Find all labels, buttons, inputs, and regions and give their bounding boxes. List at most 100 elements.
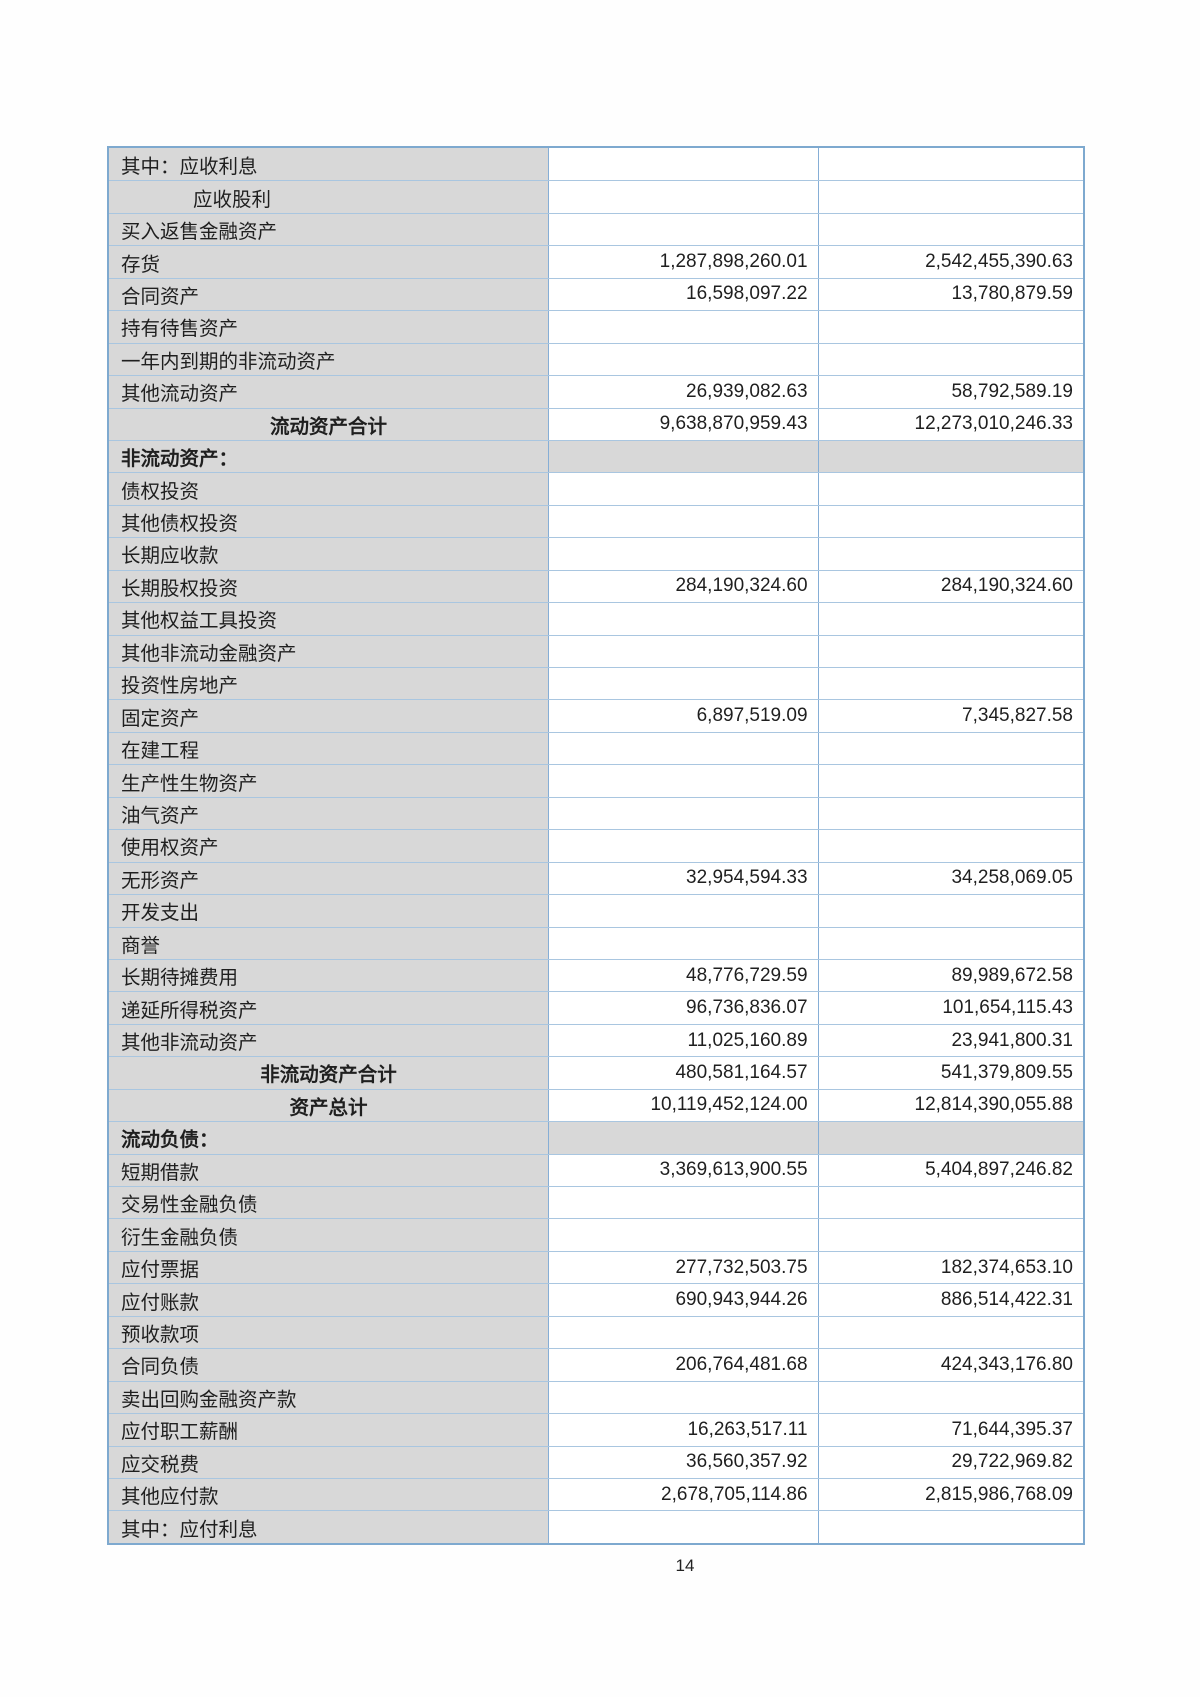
table-row: 衍生金融负债 <box>109 1218 1083 1251</box>
table-row: 生产性生物资产 <box>109 764 1083 797</box>
value-current-period: 206,764,481.68 <box>549 1349 819 1381</box>
balance-sheet-table: 其中：应收利息 应收股利 买入返售金融资产 存货 1,287,898,260.0… <box>107 146 1085 1545</box>
table-row: 存货 1,287,898,260.01 2,542,455,390.63 <box>109 245 1083 278</box>
row-label: 其中：应付利息 <box>109 1511 550 1543</box>
value-prior-period: 284,190,324.60 <box>818 570 1083 603</box>
row-label: 生产性生物资产 <box>109 765 550 797</box>
value-prior-period: 541,379,809.55 <box>818 1057 1083 1089</box>
value-current-period <box>549 1122 819 1154</box>
table-row: 其中：应付利息 <box>109 1510 1083 1543</box>
row-label: 流动资产合计 <box>109 408 550 440</box>
value-prior-period: 58,792,589.19 <box>818 376 1083 408</box>
value-current-period <box>549 473 819 505</box>
table-row: 长期应收款 <box>109 537 1083 570</box>
value-current-period <box>549 213 819 246</box>
value-current-period <box>549 927 819 959</box>
row-label: 开发支出 <box>109 895 550 927</box>
value-prior-period <box>818 148 1083 181</box>
value-prior-period <box>818 181 1083 213</box>
value-prior-period: 7,345,827.58 <box>818 700 1083 732</box>
table-row: 商誉 <box>109 926 1083 959</box>
row-label: 固定资产 <box>109 700 550 732</box>
value-current-period: 284,190,324.60 <box>549 570 819 603</box>
value-prior-period <box>818 635 1083 667</box>
row-label: 其他权益工具投资 <box>109 603 550 635</box>
row-label: 其他流动资产 <box>109 376 550 408</box>
value-prior-period: 424,343,176.80 <box>818 1349 1083 1381</box>
value-current-period: 32,954,594.33 <box>549 862 819 895</box>
value-prior-period: 23,941,800.31 <box>818 1024 1083 1057</box>
table-row: 流动资产合计 9,638,870,959.43 12,273,010,246.3… <box>109 407 1083 440</box>
row-label: 预收款项 <box>109 1316 550 1349</box>
value-current-period <box>549 1316 819 1349</box>
table-row: 其他债权投资 <box>109 504 1083 538</box>
table-row: 其他应付款 2,678,705,114.86 2,815,986,768.09 <box>109 1477 1083 1511</box>
page-number: 14 <box>675 1556 695 1575</box>
table-row: 其他流动资产 26,939,082.63 58,792,589.19 <box>109 375 1083 408</box>
row-label: 衍生金融负债 <box>109 1219 550 1251</box>
value-prior-period: 12,814,390,055.88 <box>818 1089 1083 1122</box>
row-label: 存货 <box>109 246 550 278</box>
value-prior-period <box>818 473 1083 505</box>
value-prior-period <box>818 1511 1083 1543</box>
value-current-period <box>549 668 819 700</box>
table-row: 其他非流动金融资产 <box>109 634 1083 667</box>
row-label: 非流动资产合计 <box>109 1057 550 1089</box>
value-current-period: 10,119,452,124.00 <box>549 1089 819 1122</box>
row-label: 流动负债： <box>109 1122 550 1154</box>
table-row: 投资性房地产 <box>109 667 1083 700</box>
row-label: 债权投资 <box>109 473 550 505</box>
row-label: 应付账款 <box>109 1284 550 1316</box>
row-label: 一年内到期的非流动资产 <box>109 343 550 376</box>
table-row: 非流动资产合计 480,581,164.57 541,379,809.55 <box>109 1056 1083 1089</box>
value-current-period: 6,897,519.09 <box>549 700 819 732</box>
value-current-period <box>549 181 819 213</box>
value-prior-period: 886,514,422.31 <box>818 1284 1083 1316</box>
table-row: 卖出回购金融资产款 <box>109 1380 1083 1414</box>
table-row: 资产总计 10,119,452,124.00 12,814,390,055.88 <box>109 1088 1083 1122</box>
row-label: 在建工程 <box>109 732 550 765</box>
value-prior-period <box>818 1316 1083 1349</box>
value-prior-period <box>818 1122 1083 1154</box>
value-current-period <box>549 1187 819 1219</box>
value-prior-period <box>818 765 1083 797</box>
value-current-period: 36,560,357.92 <box>549 1446 819 1478</box>
table-row: 油气资产 <box>109 796 1083 830</box>
row-label: 买入返售金融资产 <box>109 213 550 246</box>
value-current-period: 11,025,160.89 <box>549 1024 819 1057</box>
value-prior-period: 5,404,897,246.82 <box>818 1154 1083 1186</box>
value-current-period <box>549 603 819 635</box>
value-current-period <box>549 765 819 797</box>
row-label: 长期股权投资 <box>109 570 550 603</box>
table-row: 合同资产 16,598,097.22 13,780,879.59 <box>109 277 1083 311</box>
value-current-period: 277,732,503.75 <box>549 1251 819 1284</box>
table-row: 其中：应收利息 <box>109 148 1083 181</box>
value-current-period <box>549 440 819 473</box>
value-prior-period <box>818 668 1083 700</box>
value-prior-period: 101,654,115.43 <box>818 992 1083 1024</box>
value-current-period <box>549 1219 819 1251</box>
value-current-period: 96,736,836.07 <box>549 992 819 1024</box>
table-row: 开发支出 <box>109 894 1083 927</box>
value-prior-period <box>818 1219 1083 1251</box>
value-current-period <box>549 505 819 538</box>
value-prior-period: 12,273,010,246.33 <box>818 408 1083 440</box>
value-prior-period: 182,374,653.10 <box>818 1251 1083 1284</box>
table-row: 其他非流动资产 11,025,160.89 23,941,800.31 <box>109 1023 1083 1057</box>
value-prior-period: 71,644,395.37 <box>818 1414 1083 1446</box>
table-row: 合同负债 206,764,481.68 424,343,176.80 <box>109 1348 1083 1381</box>
row-label: 投资性房地产 <box>109 668 550 700</box>
value-prior-period <box>818 895 1083 927</box>
value-current-period <box>549 311 819 343</box>
table-row: 一年内到期的非流动资产 <box>109 342 1083 376</box>
value-current-period: 16,263,517.11 <box>549 1414 819 1446</box>
value-prior-period: 89,989,672.58 <box>818 959 1083 992</box>
row-label: 合同负债 <box>109 1349 550 1381</box>
value-prior-period <box>818 343 1083 376</box>
value-prior-period <box>818 440 1083 473</box>
table-row: 固定资产 6,897,519.09 7,345,827.58 <box>109 699 1083 732</box>
row-label: 长期待摊费用 <box>109 959 550 992</box>
table-row: 应交税费 36,560,357.92 29,722,969.82 <box>109 1445 1083 1478</box>
value-prior-period <box>818 538 1083 570</box>
